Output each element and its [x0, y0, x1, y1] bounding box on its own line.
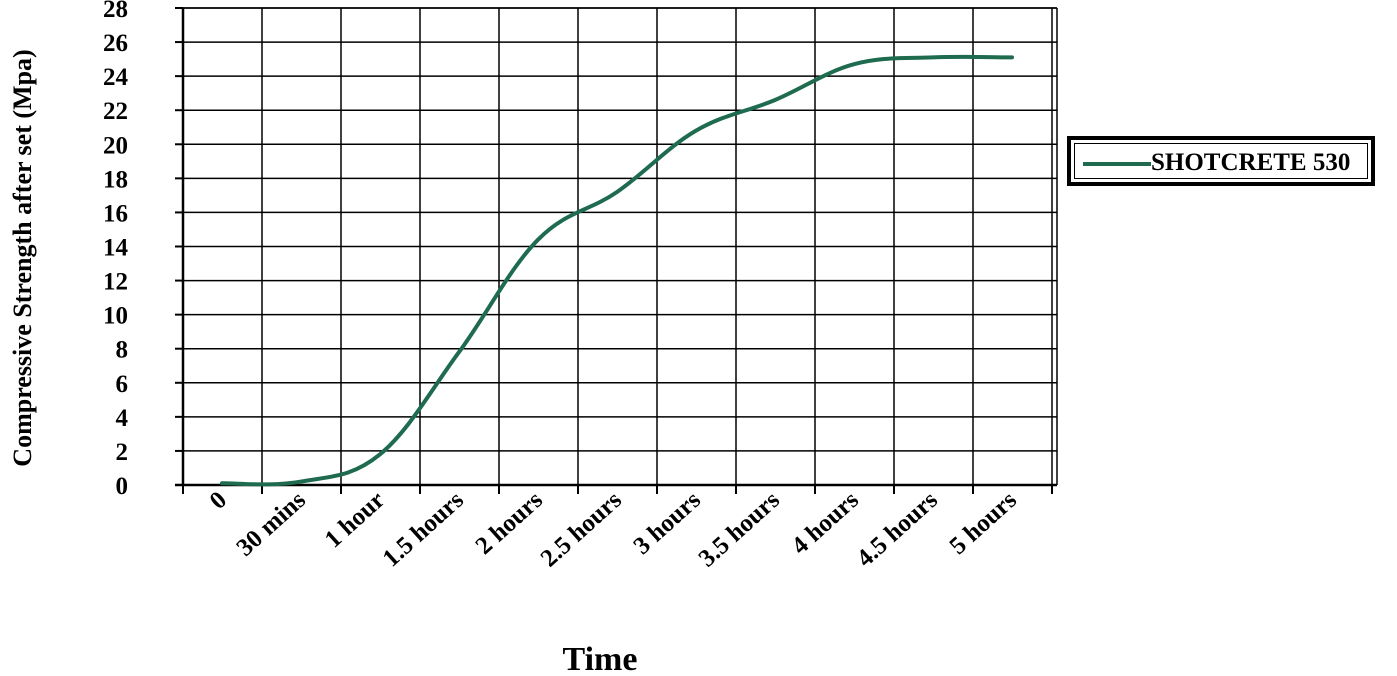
- legend-swatch-shotcrete-530: [1083, 162, 1151, 166]
- series-lines: [220, 54, 1014, 487]
- x-tick-label: 5 hours: [945, 486, 1023, 560]
- legend-inner-border: [1074, 143, 1368, 179]
- x-tick-label: 2.5 hours: [536, 486, 628, 572]
- x-tick-label: 3 hours: [629, 486, 707, 560]
- y-tick-label: 22: [103, 98, 128, 125]
- y-tick-label: 0: [116, 473, 129, 500]
- x-tick-label: 4.5 hours: [852, 486, 944, 572]
- x-tick-label: 0: [205, 486, 232, 514]
- axes: [175, 7, 1058, 494]
- y-tick-label: 12: [103, 269, 128, 296]
- series-line-shotcrete-530: [220, 54, 1014, 487]
- y-tick-label: 14: [103, 235, 129, 262]
- y-tick-label: 6: [116, 371, 129, 398]
- legend-label-shotcrete-530: SHOTCRETE 530: [1151, 149, 1351, 176]
- x-tick-label: 1.5 hours: [378, 486, 470, 572]
- y-tick-label: 24: [103, 64, 129, 91]
- legend: SHOTCRETE 530: [1067, 136, 1375, 186]
- y-axis-title: Compressive Strength after set (Mpa): [8, 49, 37, 466]
- x-tick-label: 3.5 hours: [694, 486, 786, 572]
- y-tick-label: 28: [103, 0, 128, 23]
- y-tick-label: 2: [116, 439, 129, 466]
- x-tick-label: 1 hour: [320, 486, 390, 553]
- x-tick-label: 4 hours: [787, 486, 865, 560]
- y-tick-label: 26: [103, 30, 128, 57]
- y-tick-label: 8: [116, 337, 129, 364]
- y-tick-label: 18: [103, 166, 128, 193]
- x-tick-label: 2 hours: [471, 486, 549, 560]
- grid-lines: [183, 7, 1057, 485]
- x-tick-label: 30 mins: [232, 486, 312, 562]
- y-tick-label: 20: [103, 132, 128, 159]
- x-axis-title: Time: [563, 641, 638, 676]
- y-tick-label: 10: [103, 303, 128, 330]
- y-tick-label: 4: [116, 405, 129, 432]
- y-tick-label: 16: [103, 200, 128, 227]
